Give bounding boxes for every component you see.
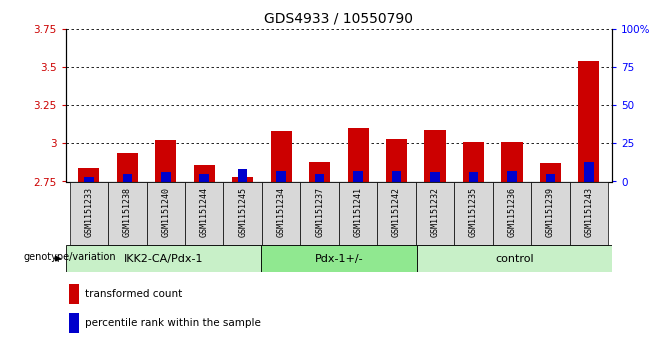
Bar bbox=[276, 171, 286, 182]
Bar bbox=[584, 162, 594, 182]
Bar bbox=[347, 128, 368, 182]
Bar bbox=[161, 172, 170, 182]
Bar bbox=[238, 169, 247, 182]
Bar bbox=[353, 171, 363, 182]
Bar bbox=[270, 131, 291, 182]
Bar bbox=[392, 171, 401, 182]
Bar bbox=[309, 162, 330, 182]
Text: GSM1151235: GSM1151235 bbox=[469, 187, 478, 237]
Text: GSM1151234: GSM1151234 bbox=[276, 187, 286, 237]
Text: GSM1151241: GSM1151241 bbox=[353, 187, 363, 237]
Text: GSM1151232: GSM1151232 bbox=[430, 187, 440, 237]
Bar bbox=[301, 182, 339, 245]
Bar bbox=[193, 165, 215, 182]
Bar bbox=[199, 174, 209, 182]
Bar bbox=[84, 177, 93, 182]
Bar bbox=[224, 182, 262, 245]
Bar bbox=[578, 61, 599, 182]
Bar bbox=[262, 182, 301, 245]
Text: GSM1151238: GSM1151238 bbox=[123, 187, 132, 237]
Bar bbox=[377, 182, 416, 245]
Text: GSM1151233: GSM1151233 bbox=[84, 187, 93, 237]
Bar bbox=[386, 139, 407, 182]
Text: GSM1151242: GSM1151242 bbox=[392, 187, 401, 237]
Bar bbox=[493, 182, 531, 245]
Bar bbox=[430, 172, 440, 182]
Bar bbox=[468, 172, 478, 182]
Bar bbox=[70, 182, 108, 245]
Text: GSM1151237: GSM1151237 bbox=[315, 187, 324, 237]
Bar bbox=[454, 182, 493, 245]
Bar bbox=[531, 182, 570, 245]
Text: GSM1151244: GSM1151244 bbox=[200, 187, 209, 237]
Bar bbox=[155, 140, 176, 182]
Bar bbox=[501, 142, 522, 182]
Bar bbox=[417, 245, 612, 272]
Bar bbox=[424, 130, 445, 182]
Text: GSM1151239: GSM1151239 bbox=[546, 187, 555, 237]
Text: GSM1151236: GSM1151236 bbox=[507, 187, 517, 237]
Text: IKK2-CA/Pdx-1: IKK2-CA/Pdx-1 bbox=[124, 254, 203, 264]
Bar bbox=[463, 142, 484, 182]
Bar bbox=[78, 168, 99, 182]
Bar bbox=[108, 182, 147, 245]
Bar bbox=[68, 313, 80, 333]
Bar bbox=[339, 182, 377, 245]
Text: percentile rank within the sample: percentile rank within the sample bbox=[85, 318, 261, 328]
Bar bbox=[570, 182, 608, 245]
Bar bbox=[232, 177, 253, 182]
Bar bbox=[540, 163, 561, 182]
Text: transformed count: transformed count bbox=[85, 289, 182, 299]
Bar bbox=[66, 245, 261, 272]
Bar bbox=[545, 174, 555, 182]
Text: GSM1151243: GSM1151243 bbox=[584, 187, 594, 237]
Bar bbox=[122, 174, 132, 182]
Bar bbox=[68, 284, 80, 304]
Bar bbox=[185, 182, 224, 245]
Text: control: control bbox=[495, 254, 534, 264]
Bar bbox=[261, 245, 417, 272]
Bar bbox=[116, 152, 138, 182]
Text: genotype/variation: genotype/variation bbox=[23, 252, 116, 262]
Text: GSM1151245: GSM1151245 bbox=[238, 187, 247, 237]
Title: GDS4933 / 10550790: GDS4933 / 10550790 bbox=[265, 11, 413, 25]
Bar bbox=[507, 171, 517, 182]
Bar bbox=[416, 182, 454, 245]
Bar bbox=[315, 174, 324, 182]
Bar bbox=[147, 182, 185, 245]
Text: Pdx-1+/-: Pdx-1+/- bbox=[315, 254, 363, 264]
Text: GSM1151240: GSM1151240 bbox=[161, 187, 170, 237]
